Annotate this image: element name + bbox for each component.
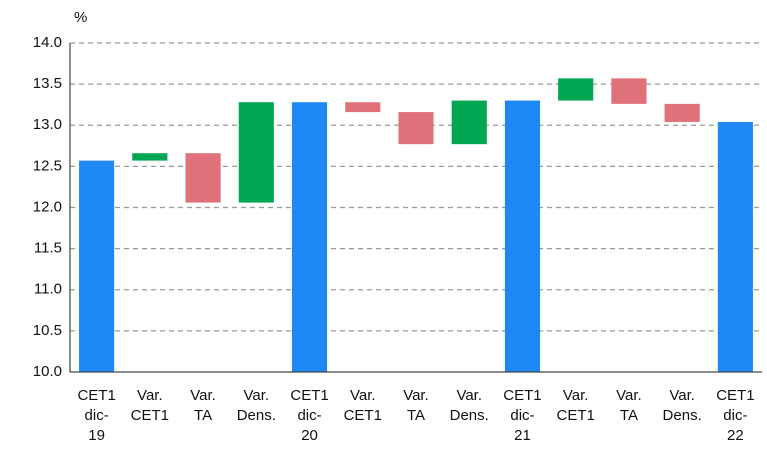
x-tick-label: 19 [88,427,105,444]
x-tick-label: Var. [669,387,695,404]
x-tick-label: dic- [510,407,534,424]
x-tick-label: Var. [403,387,429,404]
x-tick-label: dic- [297,407,321,424]
x-tick-label: CET1 [131,407,169,424]
y-axis-label: % [74,9,87,26]
x-tick-label: 20 [301,427,318,444]
x-tick-label: Var. [137,387,163,404]
bar [185,153,221,203]
x-tick-label: 22 [727,427,744,444]
bar [451,100,487,145]
x-tick-label: dic- [85,407,109,424]
x-tick-label: Var. [456,387,482,404]
x-tick-label: CET1 [716,387,754,404]
x-tick-label: CET1 [344,407,382,424]
y-tick-label: 10.0 [33,363,62,380]
bar [291,102,328,372]
x-tick-label: Dens. [237,407,276,424]
bar [664,103,700,122]
x-tick-label: TA [194,407,212,424]
x-tick-label: 21 [514,427,531,444]
x-tick-label: TA [407,407,425,424]
bar [345,102,381,113]
y-tick-label: 11.0 [34,281,62,298]
y-tick-label: 10.5 [33,322,62,339]
x-tick-label: CET1 [77,387,115,404]
x-tick-label: Var. [244,387,270,404]
y-tick-label: 12.0 [33,198,62,215]
x-tick-label: Var. [563,387,589,404]
bar [132,153,168,161]
x-tick-label: Dens. [450,407,489,424]
bar [398,112,434,145]
bar [79,160,115,372]
y-tick-label: 11.5 [34,240,62,257]
x-tick-label: Var. [350,387,376,404]
bar [558,78,594,101]
x-tick-label: CET1 [557,407,595,424]
x-tick-label: Var. [616,387,642,404]
x-tick-label: TA [620,407,638,424]
y-tick-label: 14.0 [33,34,62,51]
y-tick-label: 13.5 [33,75,62,92]
x-tick-label: Dens. [663,407,702,424]
x-tick-label: Var. [190,387,216,404]
bar [238,102,274,203]
bar [611,78,647,104]
y-tick-label: 12.5 [33,157,62,174]
x-tick-label: CET1 [290,387,328,404]
bar [717,121,753,373]
x-tick-label: CET1 [503,387,541,404]
x-tick-label: dic- [723,407,747,424]
y-tick-label: 13.0 [33,116,62,133]
bar [504,100,541,372]
